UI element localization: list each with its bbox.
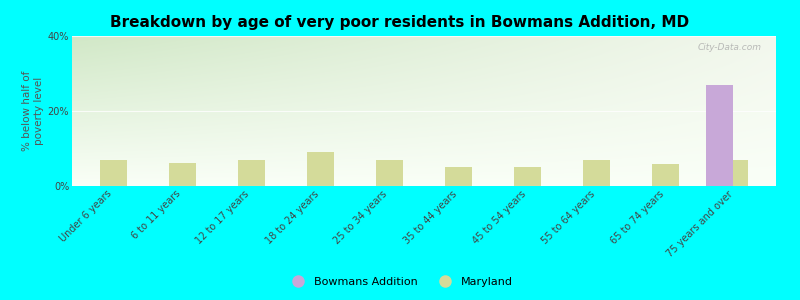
Bar xyxy=(652,164,679,186)
Bar xyxy=(706,85,734,186)
Bar xyxy=(445,167,472,186)
Y-axis label: % below half of
poverty level: % below half of poverty level xyxy=(22,71,43,151)
Bar xyxy=(582,160,610,186)
Bar xyxy=(169,163,196,186)
Legend: Bowmans Addition, Maryland: Bowmans Addition, Maryland xyxy=(282,273,518,291)
Bar xyxy=(376,160,403,186)
Bar xyxy=(721,160,748,186)
Text: Breakdown by age of very poor residents in Bowmans Addition, MD: Breakdown by age of very poor residents … xyxy=(110,15,690,30)
Bar xyxy=(306,152,334,186)
Bar xyxy=(100,160,127,186)
Bar xyxy=(238,160,266,186)
Bar xyxy=(514,167,542,186)
Text: City-Data.com: City-Data.com xyxy=(698,44,762,52)
